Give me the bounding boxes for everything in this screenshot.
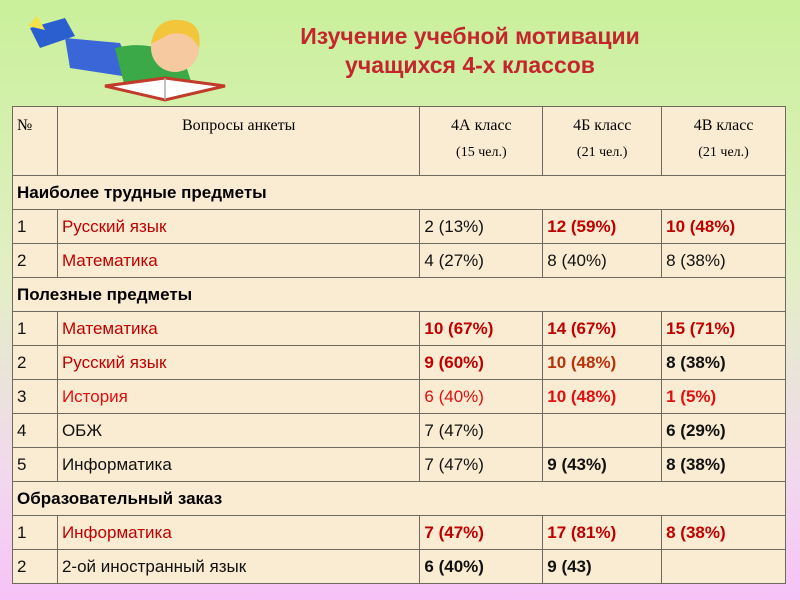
section-title: Полезные предметы <box>17 284 193 304</box>
table-cell: 7 (47%) <box>419 413 544 448</box>
table-cell: 2 <box>12 243 58 278</box>
table-cell: 2 (13%) <box>419 209 544 244</box>
section-title: Наиболее трудные предметы <box>17 182 267 202</box>
table-cell: 9 (60%) <box>419 345 544 380</box>
column-header-count: (15 чел.) <box>456 145 507 160</box>
column-header: 4В класс (21 чел.) <box>661 106 786 176</box>
table-cell: 8 (38%) <box>661 515 786 550</box>
table-cell: 6 (40%) <box>419 549 544 584</box>
table-cell: 2-ой иностранный язык <box>56 549 421 584</box>
table-cell: 15 (71%) <box>661 311 786 346</box>
section-row: Образовательный заказ <box>12 481 786 516</box>
table-cell: 1 <box>12 311 58 346</box>
table-cell: Русский язык <box>56 345 421 380</box>
table-cell: 2 <box>12 549 58 584</box>
table-cell: 6 (29%) <box>661 413 786 448</box>
table-cell: 7 (47%) <box>419 447 544 482</box>
title-line-2: учащихся 4-х классов <box>345 52 595 78</box>
table-cell: Русский язык <box>56 209 421 244</box>
table-cell: 5 <box>12 447 58 482</box>
table-cell: 10 (48%) <box>542 379 663 414</box>
table-cell: 6 (40%) <box>419 379 544 414</box>
section-cell: Полезные предметы <box>12 277 786 312</box>
column-header-title: 4А класс <box>451 117 512 134</box>
table-cell: 10 (67%) <box>419 311 544 346</box>
boy-reading-illustration <box>28 16 226 102</box>
section-cell: Наиболее трудные предметы <box>12 175 786 210</box>
column-header-count: (21 чел.) <box>576 145 628 160</box>
table-row: 2 Математика 4 (27%) 8 (40%) 8 (38%) <box>12 243 786 278</box>
table-cell: 1 <box>12 209 58 244</box>
table-cell: 2 <box>12 345 58 380</box>
column-header: № <box>12 106 58 176</box>
table-row: 1 Математика 10 (67%) 14 (67%) 15 (71%) <box>12 311 786 346</box>
table-cell: Математика <box>56 243 421 278</box>
section-title: Образовательный заказ <box>17 488 223 508</box>
table-row: 4 ОБЖ 7 (47%) 6 (29%) <box>12 413 786 448</box>
table-cell: 3 <box>12 379 58 414</box>
table-cell: ОБЖ <box>56 413 421 448</box>
table-row: 1 Информатика 7 (47%) 17 (81%) 8 (38%) <box>12 515 786 550</box>
survey-table: № Вопросы анкеты 4А класс (15 чел.) 4Б класс… <box>12 106 786 584</box>
table-header-row: № Вопросы анкеты 4А класс (15 чел.) 4Б класс… <box>12 106 786 176</box>
title-line-1: Изучение учебной мотивации <box>300 23 640 49</box>
column-header: 4Б класс (21 чел.) <box>542 106 663 176</box>
table-cell <box>542 413 663 448</box>
table-row: 3 История 6 (40%) 10 (48%) 1 (5%) <box>12 379 786 414</box>
table-cell: 14 (67%) <box>542 311 663 346</box>
column-header: Вопросы анкеты <box>56 106 421 176</box>
table-row: 2 2-ой иностранный язык 6 (40%) 9 (43) <box>12 549 786 584</box>
section-cell: Образовательный заказ <box>12 481 786 516</box>
column-header-title: 4В класс <box>693 117 754 134</box>
table-cell: 10 (48%) <box>542 345 663 380</box>
table-cell: Математика <box>56 311 421 346</box>
table-row: 5 Информатика 7 (47%) 9 (43%) 8 (38%) <box>12 447 786 482</box>
section-row: Полезные предметы <box>12 277 786 312</box>
section-row: Наиболее трудные предметы <box>12 175 786 210</box>
column-header-count: (21 чел.) <box>698 145 749 160</box>
table-cell <box>661 549 786 584</box>
table-cell: Информатика <box>56 515 421 550</box>
table-cell: 4 <box>12 413 58 448</box>
column-header-title: № <box>17 117 33 134</box>
table-row: 1 Русский язык 2 (13%) 12 (59%) 10 (48%) <box>12 209 786 244</box>
table-cell: 1 <box>12 515 58 550</box>
table-cell: 17 (81%) <box>542 515 663 550</box>
column-header: 4А класс (15 чел.) <box>419 106 544 176</box>
table-cell: 10 (48%) <box>661 209 786 244</box>
table-cell: 9 (43%) <box>542 447 663 482</box>
table-cell: 4 (27%) <box>419 243 544 278</box>
table-cell: 1 (5%) <box>661 379 786 414</box>
table-cell: 9 (43) <box>542 549 663 584</box>
table-cell: 7 (47%) <box>419 515 544 550</box>
table-cell: 8 (40%) <box>542 243 663 278</box>
table-cell: 8 (38%) <box>661 447 786 482</box>
table-cell: 8 (38%) <box>661 243 786 278</box>
table-cell: Информатика <box>56 447 421 482</box>
slide-title: Изучение учебной мотивации учащихся 4-х … <box>250 22 690 80</box>
table-row: 2 Русский язык 9 (60%) 10 (48%) 8 (38%) <box>12 345 786 380</box>
table-cell: История <box>56 379 421 414</box>
table-cell: 8 (38%) <box>661 345 786 380</box>
column-header-title: 4Б класс <box>573 117 632 134</box>
table-cell: 12 (59%) <box>542 209 663 244</box>
column-header-title: Вопросы анкеты <box>182 117 296 134</box>
